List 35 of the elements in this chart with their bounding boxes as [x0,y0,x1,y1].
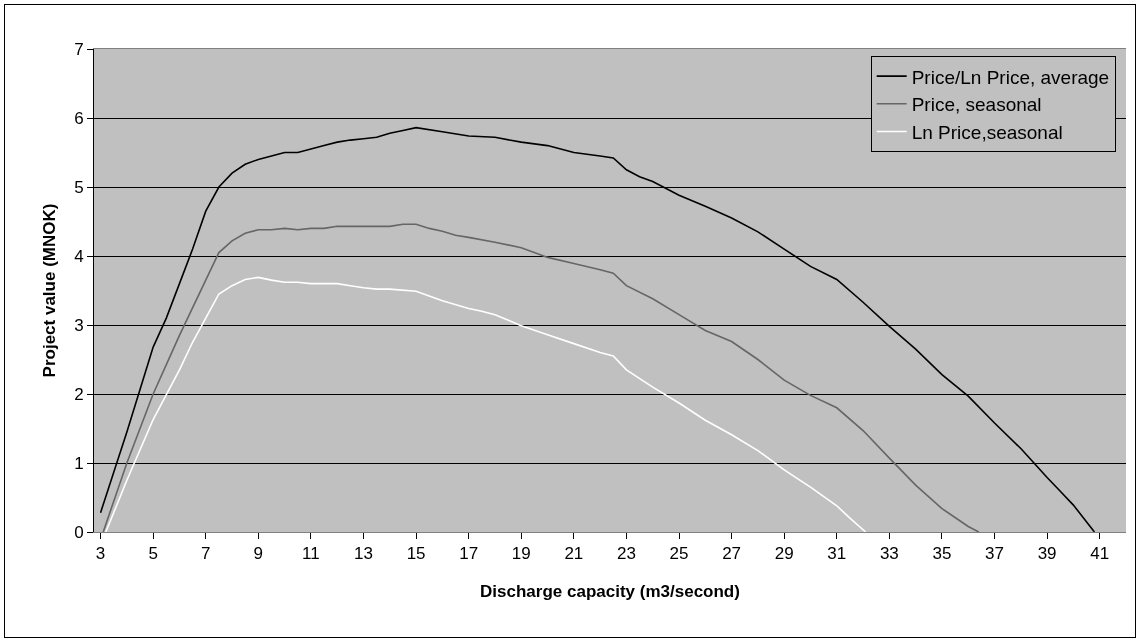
x-tick-label: 7 [201,544,211,564]
x-tick-label: 29 [774,544,794,564]
legend-label: Price, seasonal [911,94,1042,116]
x-tick-label: 27 [722,544,742,564]
x-tick-label: 17 [459,544,479,564]
y-tick-label: 3 [74,315,84,335]
y-tick-label: 2 [74,384,84,404]
x-tick-label: 5 [148,544,158,564]
x-tick-label: 3 [95,544,106,564]
x-tick-label: 41 [1090,544,1110,564]
x-tick-label: 39 [1037,544,1057,564]
x-tick-label: 23 [616,544,636,564]
x-tick-label: 15 [406,544,426,564]
legend-label: Price/Ln Price, average [911,66,1110,88]
x-tick-label: 21 [564,544,584,564]
x-tick-label: 9 [253,544,264,564]
x-tick-label: 13 [354,544,373,564]
x-tick-label: 31 [827,544,847,564]
line-series [105,276,867,532]
y-tick-label: 0 [74,522,84,542]
x-axis-title: Discharge capacity (m3/second) [480,581,740,601]
y-tick-label: 6 [74,108,84,128]
x-tick-label: 25 [669,544,689,564]
y-tick-label: 7 [74,39,84,59]
y-tick-label: 4 [74,246,84,266]
y-tick-label: 1 [74,453,84,473]
x-tick-label: 11 [302,544,320,564]
y-tick-label: 5 [74,177,84,197]
x-tick-label: 35 [932,544,952,564]
x-tick-label: 33 [879,544,899,564]
x-tick-label: 19 [511,544,531,564]
line-series [102,223,980,532]
y-axis-title: Project value (MNOK) [39,203,59,378]
legend-label: Ln Price,seasonal [911,121,1063,143]
x-tick-label: 37 [985,544,1004,564]
